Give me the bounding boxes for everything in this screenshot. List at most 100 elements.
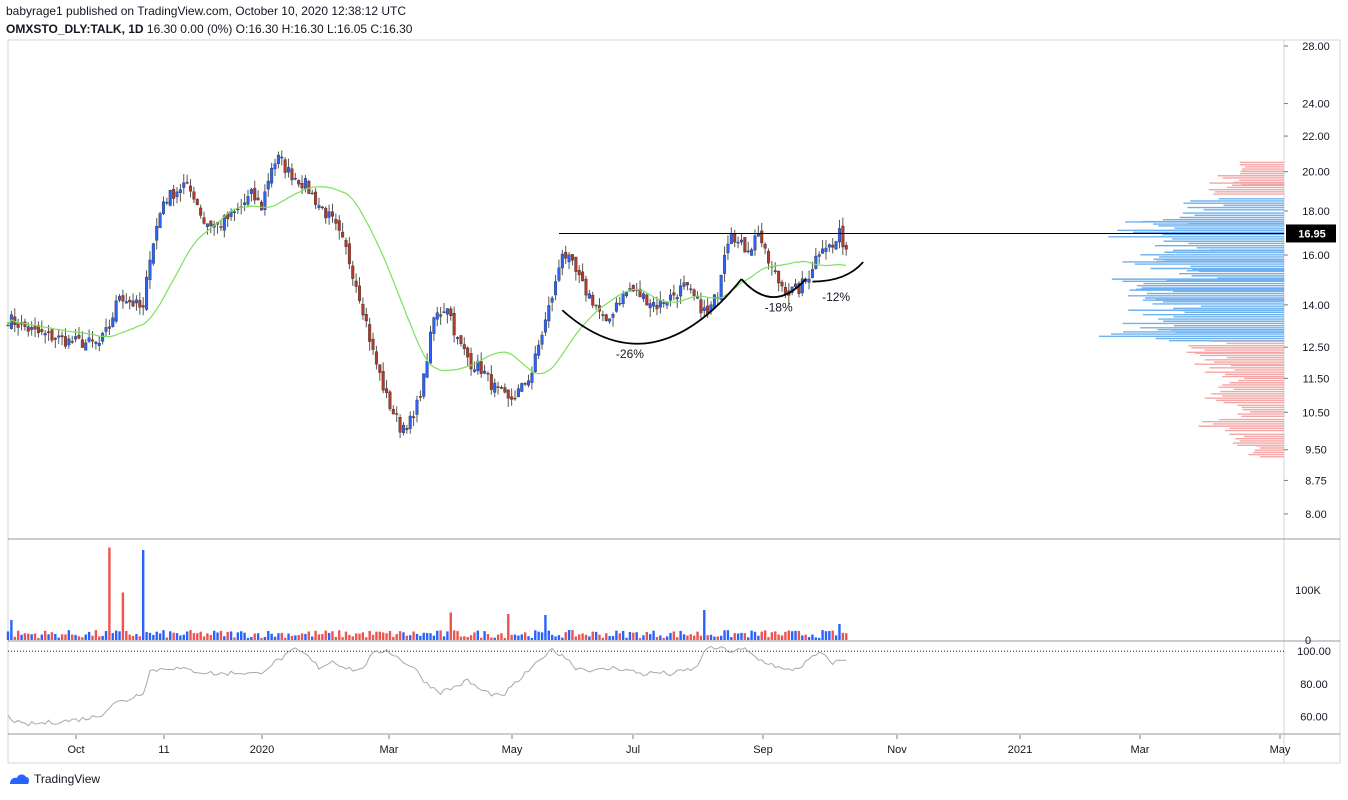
volume-bar	[696, 631, 699, 640]
volume-bar	[797, 630, 801, 640]
volume-bar	[250, 636, 253, 640]
candle-body	[577, 270, 581, 276]
candle-body	[699, 299, 703, 314]
volume-bar	[436, 630, 439, 640]
candle-body	[168, 190, 172, 206]
candle-body	[412, 416, 416, 418]
candle-body	[581, 271, 585, 282]
price-tick-label: 28.00	[1302, 41, 1330, 53]
candle-body	[520, 383, 524, 392]
candle-body	[266, 180, 270, 190]
volume-bar	[466, 636, 469, 640]
candle-body	[736, 241, 740, 244]
volume-bar	[659, 635, 662, 640]
candle-body	[611, 313, 615, 318]
volume-bar	[442, 636, 446, 640]
candle-body	[219, 226, 223, 228]
volume-bar	[304, 633, 307, 640]
candle-body	[283, 159, 287, 173]
candle-body	[682, 282, 686, 287]
price-tick-label: 14.00	[1302, 300, 1330, 312]
volume-bar	[456, 631, 459, 640]
volume-bar	[98, 636, 101, 640]
candle-body	[381, 371, 385, 391]
candle-body	[293, 177, 297, 180]
volume-bar	[459, 636, 463, 640]
volume-bar	[324, 630, 327, 640]
candle-body	[503, 387, 507, 393]
candle-body	[733, 234, 737, 243]
volume-bar	[750, 630, 753, 640]
volume-bar	[54, 634, 57, 640]
candle-body	[739, 239, 743, 243]
volume-profile	[1098, 161, 1284, 458]
candle-body	[797, 283, 801, 294]
candle-body	[516, 388, 520, 398]
candle-body	[97, 343, 101, 346]
volume-bar	[490, 637, 493, 640]
volume-bar	[348, 634, 351, 640]
volume-bar	[834, 635, 838, 640]
candle-body	[401, 424, 405, 434]
candle-body	[841, 225, 845, 248]
candle-body	[344, 240, 348, 247]
candle-body	[604, 314, 608, 321]
volume-bar	[733, 633, 736, 640]
candle-body	[354, 280, 358, 287]
candle-body	[496, 386, 500, 388]
candle-body	[347, 243, 351, 265]
drawdown-label: -26%	[616, 347, 644, 361]
volume-bar	[307, 631, 311, 640]
candle-body	[655, 304, 659, 310]
volume-bar	[77, 636, 81, 640]
candle-body	[334, 218, 338, 224]
volume-bar	[37, 637, 40, 640]
volume-bar	[841, 632, 845, 640]
volume-bar	[371, 634, 375, 640]
price-tick-label: 8.00	[1305, 509, 1326, 521]
candle-body	[442, 311, 446, 313]
volume-bar	[655, 636, 659, 640]
volume-bar	[632, 632, 635, 640]
candle-body	[368, 324, 372, 342]
candle-body	[26, 326, 30, 332]
candle-body	[621, 293, 625, 304]
volume-bar	[60, 634, 64, 640]
time-tick-label: 11	[158, 744, 169, 756]
candle-body	[395, 413, 399, 415]
volume-bar	[317, 634, 321, 640]
volume-bar	[256, 633, 260, 640]
volume-bar	[368, 630, 371, 640]
candle-body	[662, 302, 666, 304]
volume-bar	[253, 633, 256, 640]
volume-bar	[125, 630, 128, 640]
candle-body	[679, 285, 683, 297]
candle-body	[817, 254, 821, 257]
tradingview-footer[interactable]: TradingView	[8, 772, 100, 786]
candle-body	[550, 297, 554, 303]
volume-bar	[784, 631, 787, 640]
volume-bar	[814, 637, 818, 640]
volume-bar	[757, 635, 760, 640]
volume-bar	[476, 630, 480, 640]
volume-bar	[719, 635, 723, 640]
volume-bar	[378, 631, 381, 640]
volume-bar	[392, 636, 395, 640]
candle-body	[249, 189, 253, 194]
volume-bar	[726, 630, 730, 640]
volume-bar	[801, 635, 804, 640]
volume-bar	[415, 633, 419, 640]
candle-body	[371, 338, 375, 350]
volume-bar	[625, 637, 628, 640]
volume-bar	[229, 631, 233, 640]
candle-body	[337, 220, 341, 231]
volume-bar	[628, 632, 632, 640]
volume-bar	[500, 633, 503, 640]
volume-bar	[777, 634, 780, 640]
volume-bar	[192, 633, 196, 640]
candle-body	[330, 211, 334, 217]
volume-bar	[523, 632, 527, 640]
candle-body	[358, 285, 362, 301]
volume-bar	[152, 634, 155, 640]
